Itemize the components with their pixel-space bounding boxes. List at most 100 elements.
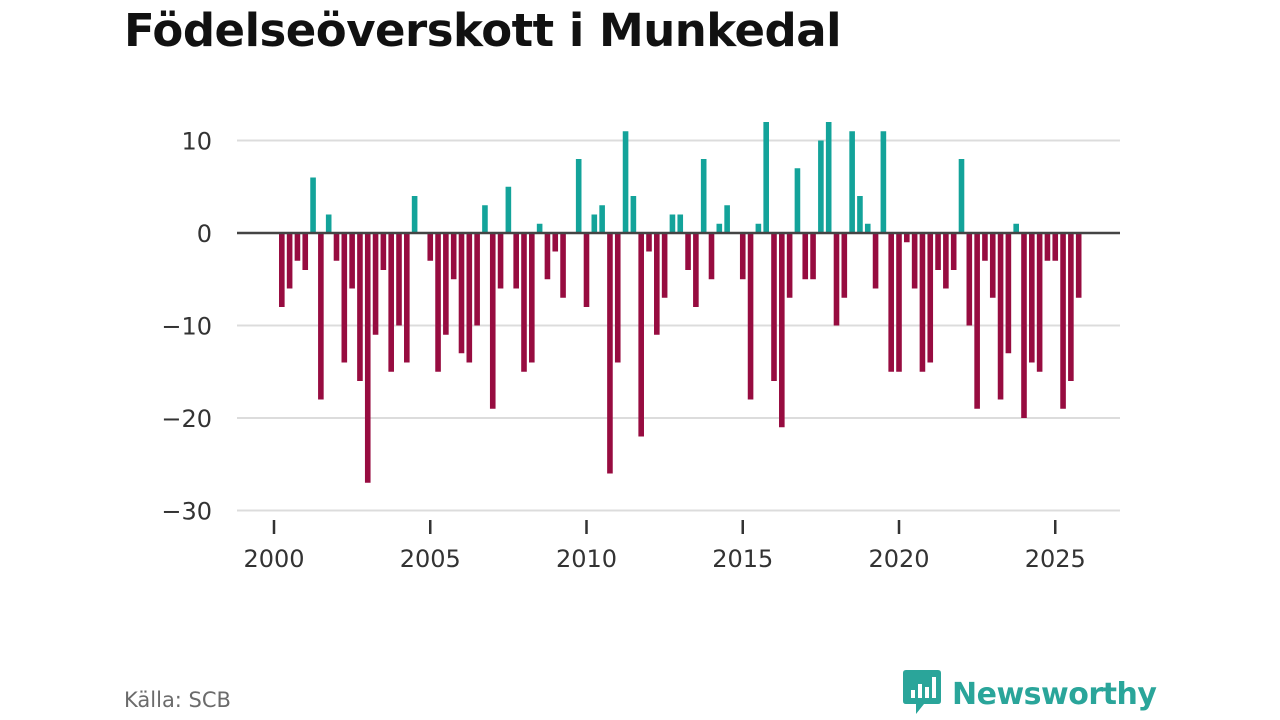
bar-negative: [279, 233, 285, 307]
bar-positive: [724, 205, 730, 233]
bar-negative: [911, 233, 918, 289]
y-tick-label: 0: [197, 220, 212, 248]
bar-negative: [896, 233, 902, 372]
brand-logo[interactable]: Newsworthy: [902, 668, 1157, 720]
bar-negative: [380, 233, 387, 270]
bar-negative: [693, 233, 699, 307]
bar-positive: [958, 159, 965, 233]
bar-negative: [974, 233, 980, 409]
bar-negative: [1021, 233, 1027, 418]
bar-negative: [1068, 233, 1074, 381]
bar-negative: [372, 233, 379, 335]
bar-negative: [364, 233, 371, 483]
bar-negative: [685, 233, 691, 270]
bar-positive: [505, 186, 512, 233]
bar-negative: [989, 233, 996, 298]
bar-negative: [1036, 233, 1043, 372]
bar-negative: [458, 233, 465, 354]
bar-positive: [575, 159, 582, 233]
bar-negative: [521, 233, 527, 372]
bar-positive: [599, 205, 605, 233]
bar-negative: [357, 233, 363, 381]
bar-negative: [560, 233, 566, 298]
bar-positive: [536, 223, 543, 233]
y-tick-label: −20: [161, 405, 212, 433]
bar-positive: [630, 196, 637, 233]
bar-positive: [482, 205, 488, 233]
bar-negative: [786, 233, 793, 298]
x-tick-label: 2025: [1025, 545, 1086, 573]
bar-negative: [294, 233, 301, 261]
bar-positive: [755, 223, 762, 233]
bar-negative: [872, 233, 879, 289]
bar-negative: [404, 233, 410, 363]
bar-positive: [864, 223, 871, 233]
bar-positive: [411, 196, 418, 233]
bar-negative: [318, 233, 324, 400]
bar-negative: [935, 233, 941, 270]
bar-negative: [489, 233, 496, 409]
bar-negative: [614, 233, 621, 363]
y-tick-label: −30: [161, 498, 212, 526]
y-tick-label: 10: [181, 128, 212, 156]
bar-negative: [708, 233, 715, 280]
bar-negative: [661, 233, 668, 298]
bar-negative: [607, 233, 613, 474]
bar-positive: [825, 122, 832, 233]
bar-negative: [333, 233, 340, 261]
x-tick-label: 2020: [868, 545, 929, 573]
bar-negative: [833, 233, 840, 326]
bar-negative: [552, 233, 559, 252]
newsworthy-logo-icon: [902, 668, 942, 720]
bar-negative: [583, 233, 590, 307]
bar-negative: [771, 233, 777, 381]
bar-negative: [888, 233, 894, 372]
bar-positive: [591, 214, 598, 233]
bar-negative: [841, 233, 848, 298]
bar-negative: [966, 233, 973, 326]
chart-title: Födelseöverskott i Munkedal: [124, 4, 842, 57]
bar-negative: [1029, 233, 1035, 363]
bar-negative: [646, 233, 652, 252]
bar-positive: [880, 131, 887, 233]
x-tick-label: 2015: [712, 545, 773, 573]
bar-negative: [802, 233, 809, 280]
bar-negative: [739, 233, 746, 280]
bar-negative: [466, 233, 473, 363]
bar-negative: [638, 233, 644, 437]
bar-positive: [310, 177, 316, 233]
bar-negative: [1075, 233, 1082, 298]
bar-negative: [544, 233, 551, 280]
bar-negative: [997, 233, 1004, 400]
bar-positive: [669, 214, 676, 233]
bar-negative: [1044, 233, 1051, 261]
bar-negative: [302, 233, 309, 270]
bar-negative: [927, 233, 934, 363]
bar-negative: [919, 233, 926, 372]
bar-positive: [700, 159, 707, 233]
x-tick-label: 2005: [400, 545, 461, 573]
bar-positive: [677, 214, 684, 233]
bar-positive: [794, 168, 801, 233]
bar-negative: [1060, 233, 1066, 409]
bar-negative: [286, 233, 293, 289]
bars: [279, 122, 1082, 483]
bar-positive: [716, 223, 723, 233]
bar-positive: [818, 140, 824, 233]
source-note: Källa: SCB: [124, 688, 231, 712]
bar-negative: [474, 233, 480, 326]
bar-negative: [943, 233, 949, 289]
bar-negative: [513, 233, 519, 289]
bar-positive: [857, 196, 863, 233]
bar-negative: [396, 233, 402, 326]
y-tick-label: −10: [161, 313, 212, 341]
x-tick-label: 2000: [243, 545, 304, 573]
bar-negative: [982, 233, 988, 261]
bar-negative: [904, 233, 910, 243]
bar-negative: [427, 233, 434, 261]
bar-positive: [763, 122, 769, 233]
brand-name: Newsworthy: [952, 676, 1157, 712]
bar-positive: [1013, 223, 1019, 233]
bar-negative: [497, 233, 504, 289]
bar-negative: [810, 233, 816, 280]
